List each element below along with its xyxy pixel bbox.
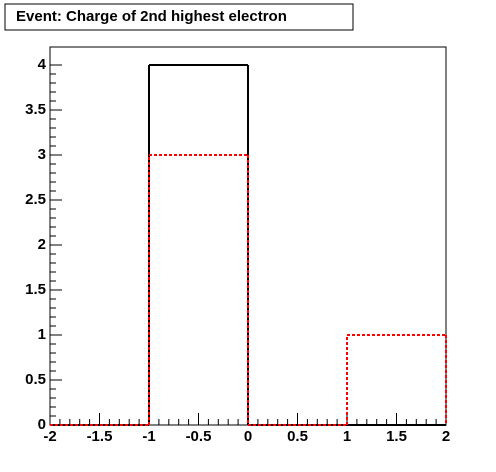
y-tick-label: 2 bbox=[38, 236, 46, 253]
x-tick-label: 1 bbox=[343, 428, 351, 445]
y-tick-label: 3 bbox=[38, 146, 46, 163]
x-tick-label: 0 bbox=[244, 428, 252, 445]
y-tick-label: 0 bbox=[38, 416, 46, 433]
y-tick-label: 4 bbox=[38, 56, 47, 73]
chart-title: Event: Charge of 2nd highest electron bbox=[16, 8, 287, 25]
title-box bbox=[4, 3, 354, 31]
x-tick-label: 1.5 bbox=[386, 428, 407, 445]
y-tick-label: 3.5 bbox=[25, 101, 46, 118]
x-tick-label: -0.5 bbox=[186, 428, 212, 445]
y-tick-label: 0.5 bbox=[25, 371, 46, 388]
y-tick-label: 1 bbox=[38, 326, 46, 343]
x-tick-label: -1.5 bbox=[87, 428, 113, 445]
y-tick-label: 1.5 bbox=[25, 281, 46, 298]
x-tick-label: 2 bbox=[442, 428, 450, 445]
x-tick-label: -1 bbox=[142, 428, 155, 445]
y-tick-label: 2.5 bbox=[25, 191, 46, 208]
x-tick-label: -2 bbox=[43, 428, 56, 445]
x-tick-label: 0.5 bbox=[287, 428, 308, 445]
